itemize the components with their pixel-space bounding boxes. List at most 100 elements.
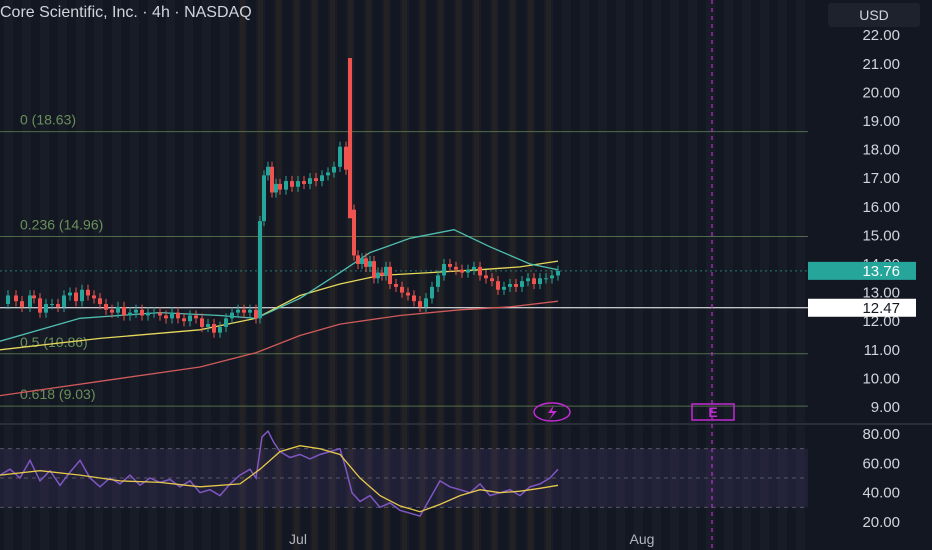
candle-body [526,278,530,282]
candle-body [258,221,262,319]
fib-level-label: 0.236 (14.96) [20,217,103,233]
candle-body [140,309,144,316]
session-stripe [670,0,679,550]
candle-body [224,318,228,327]
rsi-axis-label: 80.00 [862,426,900,443]
time-axis-label: Aug [630,531,655,547]
candle-body [372,261,376,279]
candle-body [218,326,222,333]
rsi-axis-label: 60.00 [862,455,900,472]
candle-body [490,278,494,282]
rsi-moving-average [0,445,559,513]
session-stripe [202,0,211,550]
candle-body [502,286,506,290]
session-stripe [688,0,697,550]
last-price-tag [808,261,916,280]
session-stripe [598,0,607,550]
session-stripe [546,0,551,550]
candle-body [508,284,512,287]
session-stripe [634,0,643,550]
earnings-marker-label: E [708,404,717,420]
candle-body [56,304,60,307]
price-axis-label: 9.00 [871,399,900,416]
candle-body [514,284,518,287]
session-stripe [510,0,515,550]
session-stripe [438,0,443,550]
candle-body [466,269,470,273]
candle-body [128,312,132,316]
session-stripe [402,0,407,550]
candle-body [206,324,210,327]
candle-body [152,312,156,314]
candle-body [74,292,78,302]
candle-body [98,298,102,305]
price-axis-label: 21.00 [862,56,900,73]
candle-body [412,295,416,302]
session-stripe [400,0,409,550]
fib-level-label: 0.5 (10.86) [20,334,88,350]
candle-body [254,309,258,319]
session-stripe [528,0,533,550]
session-stripe [366,0,371,550]
price-axis-label: 19.00 [862,113,900,130]
session-stripe [58,0,67,550]
candle-body [436,275,440,287]
candle-body [544,278,548,280]
price-axis-label: 17.00 [862,170,900,187]
candle-body [348,58,352,219]
session-stripe [328,0,337,550]
candle-body [364,258,368,267]
currency-button[interactable]: USD [828,3,920,27]
candle-body [400,286,404,293]
candle-body [360,258,364,264]
candle-body [314,178,318,182]
session-stripe [40,0,49,550]
candle-body [44,304,48,313]
session-stripe [580,0,589,550]
session-stripe [238,0,247,550]
session-stripe [742,0,751,550]
session-stripe [4,0,13,550]
candle-body [28,295,32,307]
candle-body [38,298,42,313]
session-stripe [346,0,355,550]
moving-average-mid [0,260,559,351]
candle-body [164,315,168,319]
session-stripe [112,0,121,550]
candle-body [368,261,372,267]
session-stripe [778,0,787,550]
candle-body [290,181,294,187]
candle-body [242,309,246,313]
candle-body [326,172,330,176]
candle-body [442,264,446,276]
candle-body [248,309,252,313]
candle-body [80,289,84,302]
candle-body [104,304,108,310]
candle-body [424,298,428,307]
price-axis-label: 11.00 [864,342,900,359]
candle-body [484,275,488,279]
session-stripe [130,0,139,550]
candle-body [92,295,96,299]
session-stripe [472,0,481,550]
session-stripe [454,0,463,550]
session-stripe [418,0,427,550]
candle-body [532,278,536,285]
last-price-label: 13.76 [862,263,900,280]
candle-body [406,292,410,296]
candle-body [332,166,336,173]
session-stripe [348,0,353,550]
session-stripe [724,0,733,550]
candle-body [50,304,54,306]
lightning-icon-bolt [548,405,557,420]
session-stripe [492,0,497,550]
session-stripe [184,0,193,550]
candle-body [230,312,234,319]
session-stripe [276,0,281,550]
candle-body [32,295,36,299]
candle-body [352,209,356,256]
candle-body [472,266,476,270]
earnings-marker [691,403,735,421]
candle-body [262,175,266,222]
level-price-label: 12.47 [862,300,900,317]
